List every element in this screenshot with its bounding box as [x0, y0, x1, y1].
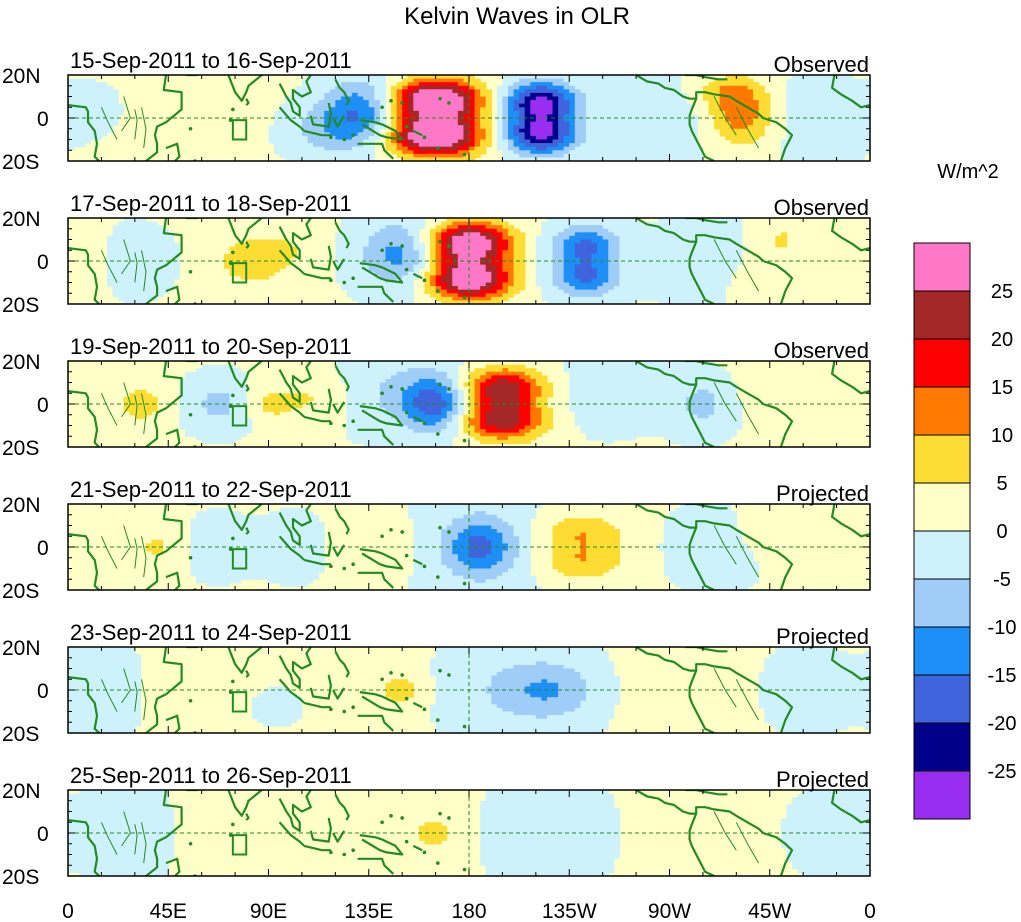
panel-type-label: Observed [774, 195, 869, 220]
y-tick-label: 20S [2, 437, 39, 460]
colorbar-level-label: 15 [991, 377, 1013, 399]
colorbar-level-label: -25 [988, 761, 1017, 783]
colorbar-level-label: -15 [988, 665, 1017, 687]
x-tick-label: 135E [344, 900, 393, 922]
y-tick-label: 20N [2, 351, 41, 374]
colorbar-swatch [913, 674, 971, 724]
colorbar-level-label: 20 [991, 329, 1013, 351]
colorbar-swatch [913, 338, 971, 388]
y-tick-label: 20N [2, 780, 41, 803]
y-tick-label: 20N [2, 494, 41, 517]
panel-type-label: Observed [774, 52, 869, 77]
colorbar-swatch [913, 578, 971, 628]
colorbar-level-label: 25 [991, 281, 1013, 303]
y-tick-label: 0 [37, 394, 49, 417]
panel-type-label: Projected [776, 624, 869, 649]
anomaly-field [68, 790, 870, 876]
panel-period-label: 21-Sep-2011 to 22-Sep-2011 [70, 477, 352, 502]
panel-6: 25-Sep-2011 to 26-Sep-2011 Projected 20N 0 2… [2, 763, 871, 889]
coastlines [68, 647, 870, 733]
y-tick-label: 20S [2, 866, 39, 889]
colorbar-swatch [913, 770, 971, 820]
coastlines [68, 790, 870, 876]
y-tick-label: 0 [37, 680, 49, 703]
panel-5: 23-Sep-2011 to 24-Sep-2011 Projected 20N 0 2… [2, 620, 871, 746]
colorbar-level-label: -10 [988, 617, 1017, 639]
colorbar-level-label: -20 [988, 713, 1017, 735]
y-tick-label: 0 [37, 251, 49, 274]
x-tick-label: 135W [542, 900, 597, 922]
panel-type-label: Projected [776, 767, 869, 792]
panel-3: 19-Sep-2011 to 20-Sep-2011 Observed 20N 0 20… [2, 334, 871, 460]
panel-type-label: Observed [774, 338, 869, 363]
panel-period-label: 17-Sep-2011 to 18-Sep-2011 [70, 191, 352, 216]
x-tick-label: 180 [451, 900, 486, 922]
y-tick-label: 20S [2, 580, 39, 603]
coastlines [68, 218, 870, 304]
panels-group: 15-Sep-2011 to 16-Sep-2011 Observed 20N 0 20… [2, 48, 871, 889]
x-tick-label: 90E [250, 900, 287, 922]
figure-title: Kelvin Waves in OLR [404, 3, 630, 30]
anomaly-field [68, 647, 870, 733]
y-tick-label: 20S [2, 151, 39, 174]
panel-2: 17-Sep-2011 to 18-Sep-2011 Observed 20N 0 20… [2, 191, 871, 317]
colorbar-level-label: 10 [991, 425, 1013, 447]
colorbar-swatch [913, 386, 971, 436]
y-tick-label: 20S [2, 294, 39, 317]
y-tick-label: 0 [37, 823, 49, 846]
anomaly-field [106, 218, 788, 304]
x-tick-label: 45E [150, 900, 187, 922]
coastlines [68, 75, 870, 161]
colorbar-units-label: W/m^2 [937, 161, 999, 183]
panel-period-label: 15-Sep-2011 to 16-Sep-2011 [70, 48, 352, 73]
x-tick-label: 90W [648, 900, 691, 922]
colorbar-level-label: 5 [996, 473, 1007, 495]
x-tick-label: 0 [62, 900, 74, 922]
anomaly-field [145, 504, 760, 590]
panel-4: 21-Sep-2011 to 22-Sep-2011 Projected 20N 0 2… [2, 477, 871, 603]
panel-period-label: 19-Sep-2011 to 20-Sep-2011 [70, 334, 352, 359]
x-tick-label: 45W [748, 900, 791, 922]
y-tick-label: 20N [2, 65, 41, 88]
colorbar-swatch [913, 434, 971, 484]
panel-period-label: 23-Sep-2011 to 24-Sep-2011 [70, 620, 352, 645]
colorbar: W/m^2 25 20 15 10 5 0 -5 -10 -15 -20 -25 [913, 161, 1017, 820]
colorbar-swatch [913, 290, 971, 340]
colorbar-level-label: -5 [993, 569, 1011, 591]
coastlines [68, 361, 870, 447]
x-axis: 0 45E 90E 135E 180 135W 90W 45W 0 [62, 900, 876, 922]
y-tick-label: 20S [2, 723, 39, 746]
panel-type-label: Projected [776, 481, 869, 506]
x-tick-label: 0 [864, 900, 876, 922]
colorbar-level-label: 0 [996, 521, 1007, 543]
colorbar-swatch [913, 530, 971, 580]
colorbar-swatch [913, 722, 971, 772]
colorbar-swatch [913, 242, 971, 292]
panel-1: 15-Sep-2011 to 16-Sep-2011 Observed 20N 0 20… [2, 48, 871, 174]
y-tick-label: 20N [2, 637, 41, 660]
y-tick-label: 20N [2, 208, 41, 231]
colorbar-swatch [913, 626, 971, 676]
coastlines [68, 504, 870, 590]
y-tick-label: 0 [37, 537, 49, 560]
colorbar-swatch [913, 482, 971, 532]
y-tick-label: 0 [37, 108, 49, 131]
panel-period-label: 25-Sep-2011 to 26-Sep-2011 [70, 763, 352, 788]
